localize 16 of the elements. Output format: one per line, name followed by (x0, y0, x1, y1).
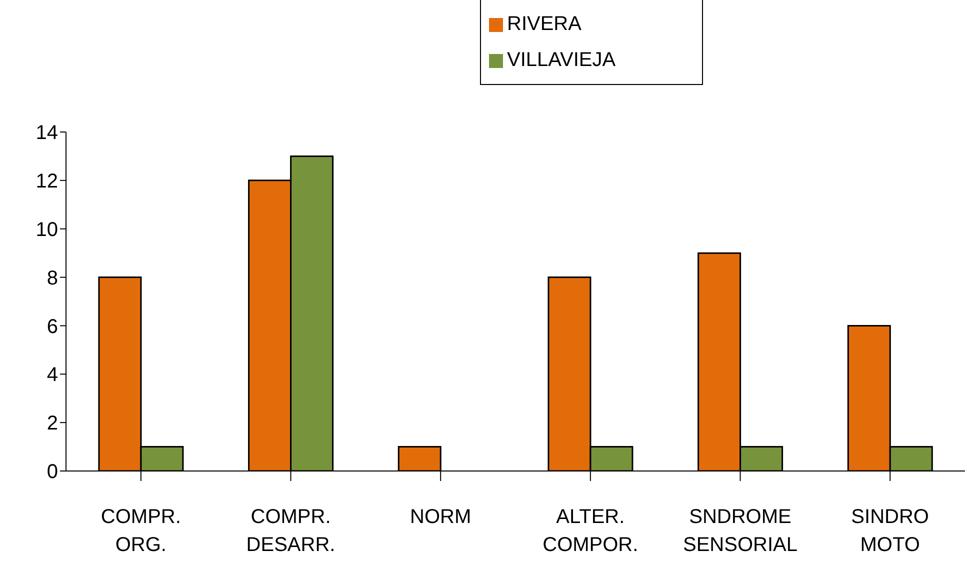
y-tick-label: 8 (46, 267, 58, 290)
x-tick-label: COMPR. DESARR. (246, 506, 336, 556)
y-tick-label: 4 (46, 364, 58, 386)
y-tick-label: 12 (36, 170, 58, 193)
legend-label: VILLAVIEJA (507, 49, 616, 71)
x-tick-label: SINDRO MOTO (851, 506, 929, 556)
y-tick-label: 14 (36, 122, 58, 144)
x-tick-label: ALTER. COMPOR. (542, 506, 638, 556)
y-tick-label: 10 (36, 218, 58, 241)
y-tick-label: 6 (46, 316, 58, 338)
y-tick-label: 2 (46, 412, 58, 435)
y-tick-label: 0 (46, 461, 58, 484)
legend-label: RIVERA (507, 13, 582, 35)
x-tick-label: COMPR. ORG. (100, 506, 181, 556)
x-tick-label: NORM (410, 506, 472, 528)
x-tick-label: SNDROME SENSORIAL (683, 506, 798, 556)
